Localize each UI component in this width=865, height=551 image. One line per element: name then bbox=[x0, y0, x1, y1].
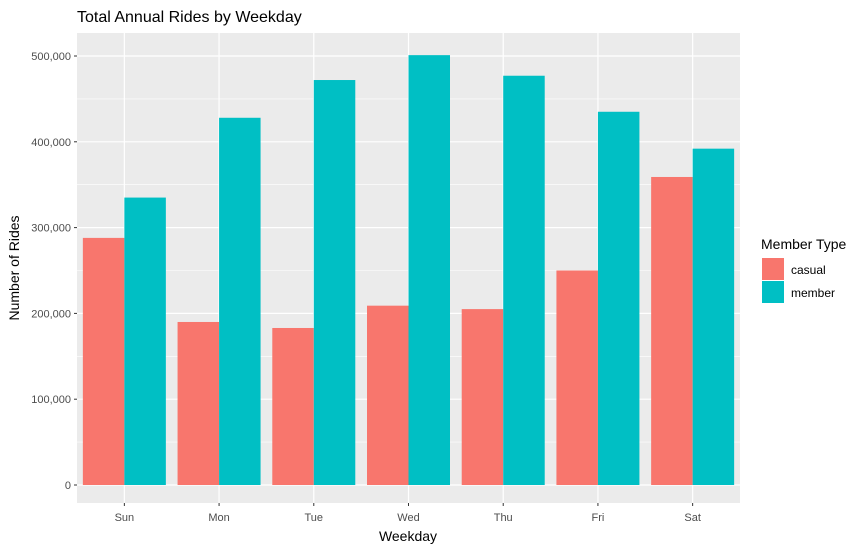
x-tick-label: Tue bbox=[305, 512, 324, 524]
y-axis-label: Number of Rides bbox=[6, 215, 22, 320]
bar-member-thu bbox=[503, 75, 545, 485]
bar-member-sun bbox=[124, 197, 166, 485]
bar-member-wed bbox=[408, 55, 450, 485]
legend: Member Type casual member bbox=[761, 236, 847, 303]
legend-label-member: member bbox=[791, 286, 835, 300]
x-tick-label: Sun bbox=[115, 512, 135, 524]
bar-casual-mon bbox=[177, 321, 220, 485]
bar-casual-sat bbox=[651, 176, 693, 485]
y-tick-label: 200,000 bbox=[31, 308, 71, 320]
x-tick-label: Wed bbox=[397, 512, 419, 524]
bar-casual-thu bbox=[461, 309, 504, 485]
legend-swatch-member bbox=[762, 281, 784, 303]
y-tick-label: 400,000 bbox=[31, 137, 71, 149]
legend-title: Member Type bbox=[761, 236, 847, 252]
bar-member-sat bbox=[692, 148, 735, 485]
y-tick-label: 500,000 bbox=[31, 51, 71, 63]
legend-label-casual: casual bbox=[791, 263, 826, 277]
bar-casual-wed bbox=[367, 305, 409, 485]
bar-casual-fri bbox=[556, 270, 598, 485]
bar-casual-tue bbox=[272, 327, 314, 485]
chart-title: Total Annual Rides by Weekday bbox=[77, 9, 302, 26]
legend-swatch-casual bbox=[762, 258, 784, 280]
x-tick-label: Fri bbox=[592, 512, 605, 524]
x-tick-label: Sat bbox=[684, 512, 701, 524]
y-tick-label: 100,000 bbox=[31, 394, 71, 406]
bar-member-tue bbox=[313, 80, 356, 486]
bar-casual-sun bbox=[82, 237, 125, 485]
bar-member-mon bbox=[219, 117, 261, 485]
y-tick-label: 0 bbox=[65, 480, 71, 492]
x-tick-label: Mon bbox=[208, 512, 229, 524]
y-tick-label: 300,000 bbox=[31, 223, 71, 235]
bars-layer bbox=[82, 55, 735, 486]
y-axis: 0 100,000 200,000 300,000 400,000 500,000 bbox=[31, 51, 77, 492]
x-axis: Sun Mon Tue Wed Thu Fri Sat bbox=[115, 503, 701, 524]
x-axis-label: Weekday bbox=[379, 528, 437, 544]
x-tick-label: Thu bbox=[494, 512, 513, 524]
bar-member-fri bbox=[597, 111, 640, 486]
